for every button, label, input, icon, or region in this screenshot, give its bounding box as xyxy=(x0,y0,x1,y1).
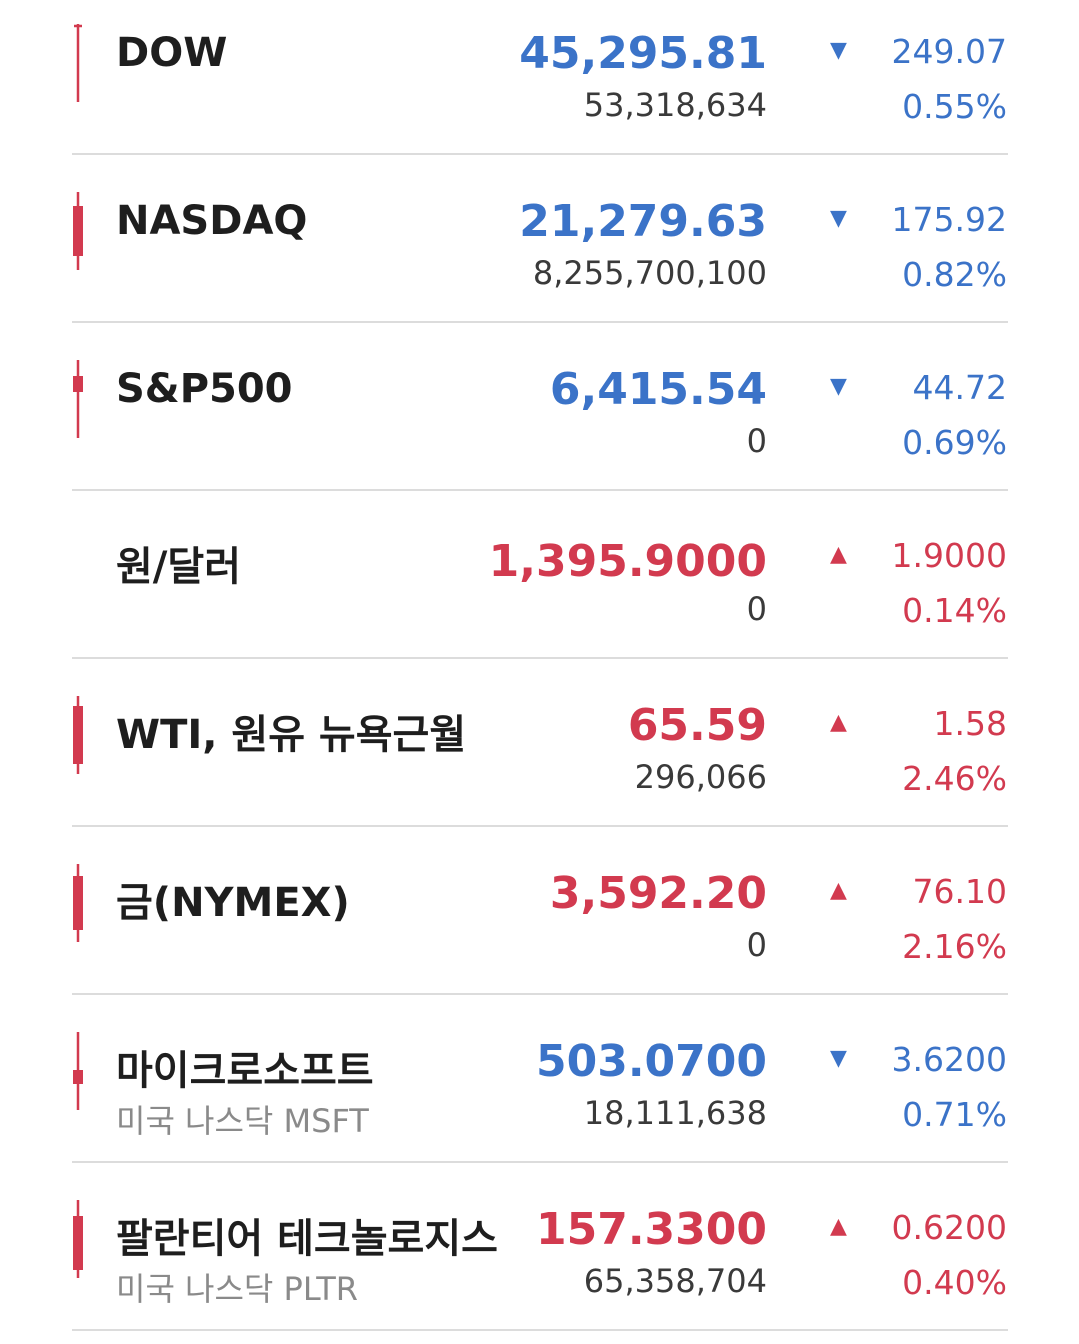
instrument-name: WTI, 원유 뉴욕근월 xyxy=(116,712,467,758)
trade-volume: 0 xyxy=(746,590,767,628)
last-price: 65.59 xyxy=(627,700,767,751)
percent-change: 0.14% xyxy=(902,591,1007,630)
percent-change: 0.71% xyxy=(902,1095,1007,1134)
row-divider xyxy=(72,153,1008,155)
trade-volume: 0 xyxy=(746,926,767,964)
market-row-wti[interactable]: WTI, 원유 뉴욕근월 65.59 296,066 ▲ 1.58 2.46% xyxy=(0,672,1079,840)
market-row-krw-usd[interactable]: 원/달러 1,395.9000 0 ▲ 1.9000 0.14% xyxy=(0,504,1079,672)
percent-change: 2.16% xyxy=(902,927,1007,966)
row-divider xyxy=(72,489,1008,491)
instrument-name: 금(NYMEX) xyxy=(116,880,350,926)
trade-volume: 65,358,704 xyxy=(583,1262,767,1300)
percent-change: 0.69% xyxy=(902,423,1007,462)
instrument-name: NASDAQ xyxy=(116,198,308,244)
market-row-dow[interactable]: DOW 45,295.81 53,318,634 ▼ 249.07 0.55% xyxy=(0,0,1079,168)
row-divider xyxy=(72,1161,1008,1163)
exchange-ticker: 미국 나스닥 MSFT xyxy=(116,1102,369,1140)
triangle-up-icon: ▲ xyxy=(830,542,847,567)
last-price: 157.3300 xyxy=(535,1204,767,1255)
market-row-gold[interactable]: 금(NYMEX) 3,592.20 0 ▲ 76.10 2.16% xyxy=(0,840,1079,1008)
trade-volume: 53,318,634 xyxy=(583,86,767,124)
price-change: 249.07 xyxy=(891,32,1007,71)
row-divider xyxy=(72,321,1008,323)
price-change: 76.10 xyxy=(912,872,1007,911)
last-price: 3,592.20 xyxy=(549,868,767,919)
triangle-up-icon: ▲ xyxy=(830,1214,847,1239)
candlestick-icon xyxy=(73,864,83,944)
market-row-nasdaq[interactable]: NASDAQ 21,279.63 8,255,700,100 ▼ 175.92 … xyxy=(0,168,1079,336)
percent-change: 2.46% xyxy=(902,759,1007,798)
instrument-name: S&P500 xyxy=(116,366,293,412)
percent-change: 0.55% xyxy=(902,87,1007,126)
price-change: 44.72 xyxy=(912,368,1007,407)
trade-volume: 0 xyxy=(746,422,767,460)
row-divider xyxy=(72,1329,1008,1331)
instrument-name: DOW xyxy=(116,30,228,76)
triangle-down-icon: ▼ xyxy=(830,374,847,399)
candlestick-icon xyxy=(73,192,83,272)
trade-volume: 8,255,700,100 xyxy=(532,254,767,292)
row-divider xyxy=(72,993,1008,995)
percent-change: 0.82% xyxy=(902,255,1007,294)
candlestick-icon xyxy=(73,1200,83,1280)
candlestick-icon xyxy=(73,1032,83,1112)
market-row-pltr[interactable]: 팔란티어 테크놀로지스 미국 나스닥 PLTR 157.3300 65,358,… xyxy=(0,1176,1079,1344)
triangle-up-icon: ▲ xyxy=(830,878,847,903)
triangle-down-icon: ▼ xyxy=(830,206,847,231)
market-row-sp500[interactable]: S&P500 6,415.54 0 ▼ 44.72 0.69% xyxy=(0,336,1079,504)
price-change: 1.9000 xyxy=(891,536,1007,575)
triangle-down-icon: ▼ xyxy=(830,1046,847,1071)
last-price: 45,295.81 xyxy=(519,28,767,79)
triangle-down-icon: ▼ xyxy=(830,38,847,63)
last-price: 21,279.63 xyxy=(519,196,767,247)
market-row-msft[interactable]: 마이크로소프트 미국 나스닥 MSFT 503.0700 18,111,638 … xyxy=(0,1008,1079,1176)
instrument-name: 원/달러 xyxy=(116,544,242,590)
last-price: 503.0700 xyxy=(535,1036,767,1087)
candlestick-icon xyxy=(73,360,83,440)
last-price: 1,395.9000 xyxy=(488,536,767,587)
exchange-ticker: 미국 나스닥 PLTR xyxy=(116,1270,359,1308)
instrument-name: 팔란티어 테크놀로지스 xyxy=(116,1216,498,1262)
price-change: 3.6200 xyxy=(891,1040,1007,1079)
row-divider xyxy=(72,657,1008,659)
candlestick-icon xyxy=(73,24,83,104)
trade-volume: 296,066 xyxy=(634,758,767,796)
last-price: 6,415.54 xyxy=(549,364,767,415)
percent-change: 0.40% xyxy=(902,1263,1007,1302)
price-change: 0.6200 xyxy=(891,1208,1007,1247)
row-divider xyxy=(72,825,1008,827)
instrument-name: 마이크로소프트 xyxy=(116,1048,374,1094)
trade-volume: 18,111,638 xyxy=(583,1094,767,1132)
candlestick-icon xyxy=(73,696,83,776)
triangle-up-icon: ▲ xyxy=(830,710,847,735)
price-change: 1.58 xyxy=(933,704,1007,743)
price-change: 175.92 xyxy=(891,200,1007,239)
